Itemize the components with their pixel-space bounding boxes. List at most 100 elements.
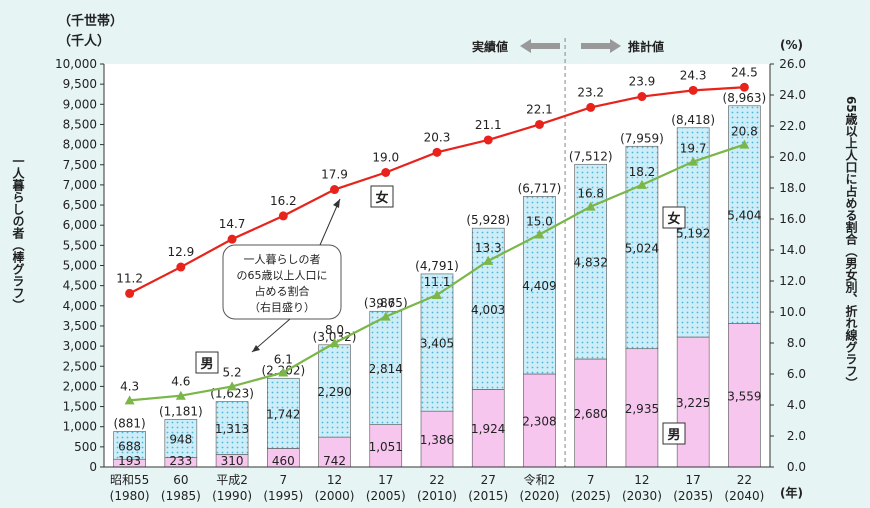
left-tick-label: 9,500: [63, 77, 97, 91]
right-tick-label: 14.0: [779, 243, 806, 257]
right-tick-label: 6.0: [787, 367, 806, 381]
x-tick-year: (1985): [161, 489, 201, 503]
x-tick-era: 平成2: [216, 473, 248, 487]
left-tick-label: 2,500: [63, 359, 97, 373]
female-bar: [164, 419, 198, 458]
x-tick-year: (2005): [366, 489, 406, 503]
female-ratio-point: [534, 119, 544, 129]
male-bar-value: 3,225: [676, 396, 710, 410]
x-tick-era: 7: [587, 473, 595, 487]
female-bar-label: 女: [667, 211, 680, 227]
male-ratio-value: 8.0: [325, 323, 344, 337]
x-tick-era: 60: [173, 473, 188, 487]
x-tick-era: 12: [634, 473, 649, 487]
x-tick-era: 12: [327, 473, 342, 487]
total-value: (8,418): [671, 113, 715, 127]
male-bar: [676, 336, 710, 468]
total-value: (1,623): [210, 387, 254, 401]
right-tick-label: 4.0: [787, 398, 806, 412]
callout-line-4: （右目盛り）: [249, 300, 315, 314]
male-ratio-point: [585, 201, 596, 211]
male-ratio-value: 13.3: [475, 241, 502, 255]
male-bar-value: 742: [323, 454, 346, 468]
x-tick-era: 令和2: [524, 472, 556, 487]
female-ratio-value: 17.9: [321, 168, 348, 182]
x-unit: (年): [780, 485, 803, 500]
female-bar-value: 5,192: [676, 226, 710, 240]
male-bar: [574, 358, 607, 468]
male-ratio-point: [739, 139, 750, 149]
left-axis-label: 一人暮らしの者（棒グラフ）: [11, 155, 25, 311]
right-tick-label: 18.0: [779, 181, 806, 195]
x-tick-year: (2035): [673, 489, 713, 503]
female-ratio-value: 19.0: [372, 151, 399, 165]
male-ratio-value: 5.2: [223, 365, 242, 379]
total-value: (7,512): [569, 149, 613, 163]
callout-line-1: 一人暮らしの者: [244, 252, 321, 266]
male-ratio-value: 6.1: [274, 352, 293, 366]
ratio-callout: 一人暮らしの者 の65歳以上人口に 占める割合 （右目盛り）: [222, 198, 342, 353]
forecast-label: 推計値: [628, 39, 664, 54]
x-tick-year: (2010): [417, 489, 457, 503]
x-tick-year: (2025): [571, 489, 611, 503]
left-tick-label: 1,000: [63, 420, 97, 434]
female-bar-value: 4,409: [522, 279, 556, 293]
callout-line-3: 占める割合: [255, 284, 310, 298]
right-axis-unit: (%): [780, 38, 803, 52]
female-ratio-point: [586, 102, 596, 112]
female-bar-value: 1,313: [215, 422, 249, 436]
female-ratio-point: [688, 85, 698, 95]
left-tick-label: 2,000: [63, 379, 97, 393]
female-ratio-value: 11.2: [116, 271, 143, 285]
male-ratio-value: 19.7: [680, 142, 707, 156]
male-ratio-value: 9.7: [376, 297, 395, 311]
male-ratio-point: [278, 367, 289, 377]
left-tick-label: 8,000: [63, 138, 97, 152]
male-bar-label: 男: [667, 428, 680, 443]
left-tick-label: 3,000: [63, 339, 97, 353]
left-tick-label: 7,500: [63, 158, 97, 172]
right-tick-label: 0.0: [787, 460, 806, 474]
female-line-label-box: 女: [370, 185, 394, 208]
male-bar-value: 193: [118, 454, 141, 468]
left-tick-label: 5,500: [63, 238, 97, 252]
left-tick-label: 8,500: [63, 117, 97, 131]
male-ratio-point: [227, 381, 238, 391]
female-bar: [369, 310, 403, 425]
female-ratio-point: [330, 185, 340, 195]
male-ratio-value: 18.2: [629, 165, 656, 179]
x-tick-year: (1990): [212, 489, 252, 503]
x-tick-era: 27: [481, 473, 496, 487]
total-value: (4,791): [415, 259, 459, 273]
callout-line-2: の65歳以上人口に: [237, 269, 328, 282]
female-bar-value: 688: [118, 439, 141, 453]
male-bar-value: 2,680: [574, 407, 608, 421]
male-bar: [318, 436, 351, 468]
female-ratio-point: [637, 92, 647, 102]
total-value: (1,181): [159, 404, 203, 418]
male-ratio-value: 15.0: [526, 215, 553, 229]
right-tick-label: 22.0: [779, 119, 806, 133]
x-tick-year: (2020): [520, 489, 560, 503]
right-tick-label: 20.0: [779, 150, 806, 164]
left-tick-label: 7,000: [63, 178, 97, 192]
left-tick-label: 3,500: [63, 319, 97, 333]
left-tick-label: 4,500: [63, 279, 97, 293]
x-tick-era: 17: [686, 473, 701, 487]
male-bar: [728, 323, 761, 468]
male-ratio-point: [688, 156, 699, 166]
female-bar-value: 4,003: [471, 303, 505, 317]
right-tick-label: 12.0: [779, 274, 806, 288]
right-tick-label: 24.0: [779, 88, 806, 102]
x-tick-era: 22: [737, 473, 752, 487]
male-bar-value: 3,559: [727, 389, 761, 403]
right-tick-label: 26.0: [779, 57, 806, 71]
total-value: (6,717): [518, 181, 562, 195]
male-bar-value: 1,924: [471, 422, 505, 436]
male-bar: [625, 348, 659, 468]
female-ratio-point: [739, 82, 749, 92]
x-tick-year: (1980): [110, 489, 150, 503]
arrow-right-icon: [581, 39, 621, 53]
female-bar: [574, 163, 607, 360]
female-ratio-value: 12.9: [167, 245, 194, 259]
